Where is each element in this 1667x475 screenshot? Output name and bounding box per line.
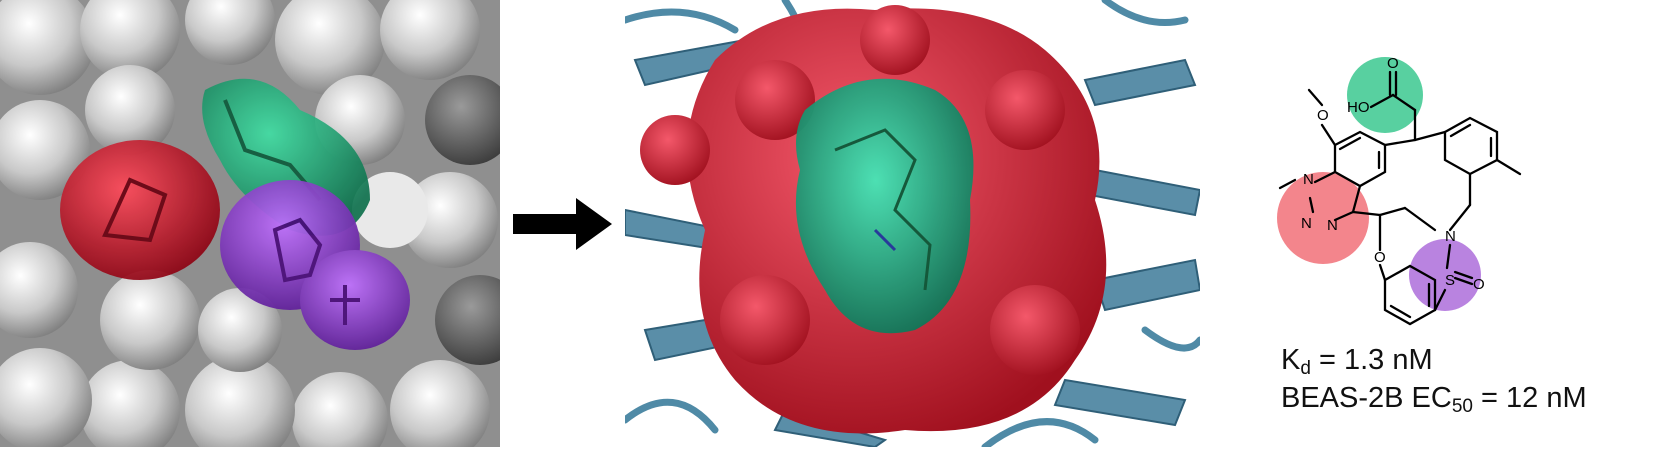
sulfonyl-highlight bbox=[1409, 239, 1481, 311]
carbonyl-oxygen-label: O bbox=[1387, 55, 1399, 72]
protein-surface-image bbox=[0, 0, 500, 447]
ec50-value: = 12 nM bbox=[1472, 382, 1587, 414]
triazole-n2-label: N bbox=[1301, 215, 1312, 232]
sulfur-label: S bbox=[1445, 272, 1455, 289]
kd-value: = 1.3 nM bbox=[1310, 344, 1433, 376]
binding-pocket-image bbox=[625, 0, 1200, 447]
surface-panel-left bbox=[0, 0, 500, 447]
kd-symbol: K bbox=[1281, 344, 1301, 376]
chemical-structure: O O HO N N N O N S O bbox=[1277, 55, 1522, 326]
sulfonamide-nitrogen-label: N bbox=[1445, 228, 1456, 245]
triazole-highlight bbox=[1277, 172, 1369, 264]
acid-highlight bbox=[1347, 57, 1423, 133]
triazole-n1-label: N bbox=[1303, 171, 1314, 188]
kd-line: Kd = 1.3 nM bbox=[1281, 343, 1433, 379]
hydroxyl-label: HO bbox=[1347, 99, 1370, 116]
right-arrow-icon bbox=[513, 198, 612, 250]
sulfonyl-oxygen-label: O bbox=[1473, 276, 1485, 293]
ec50-subscript: 50 bbox=[1451, 396, 1473, 417]
ring-oxygen-label: O bbox=[1374, 249, 1386, 266]
triazole-n3-label: N bbox=[1327, 217, 1338, 234]
kd-subscript: d bbox=[1300, 358, 1311, 379]
ec50-line: BEAS-2B EC50 = 12 nM bbox=[1281, 381, 1587, 417]
surface-panel-middle bbox=[625, 0, 1200, 447]
methoxy-oxygen-label: O bbox=[1317, 107, 1329, 124]
ec50-prefix: BEAS-2B EC bbox=[1281, 382, 1452, 414]
